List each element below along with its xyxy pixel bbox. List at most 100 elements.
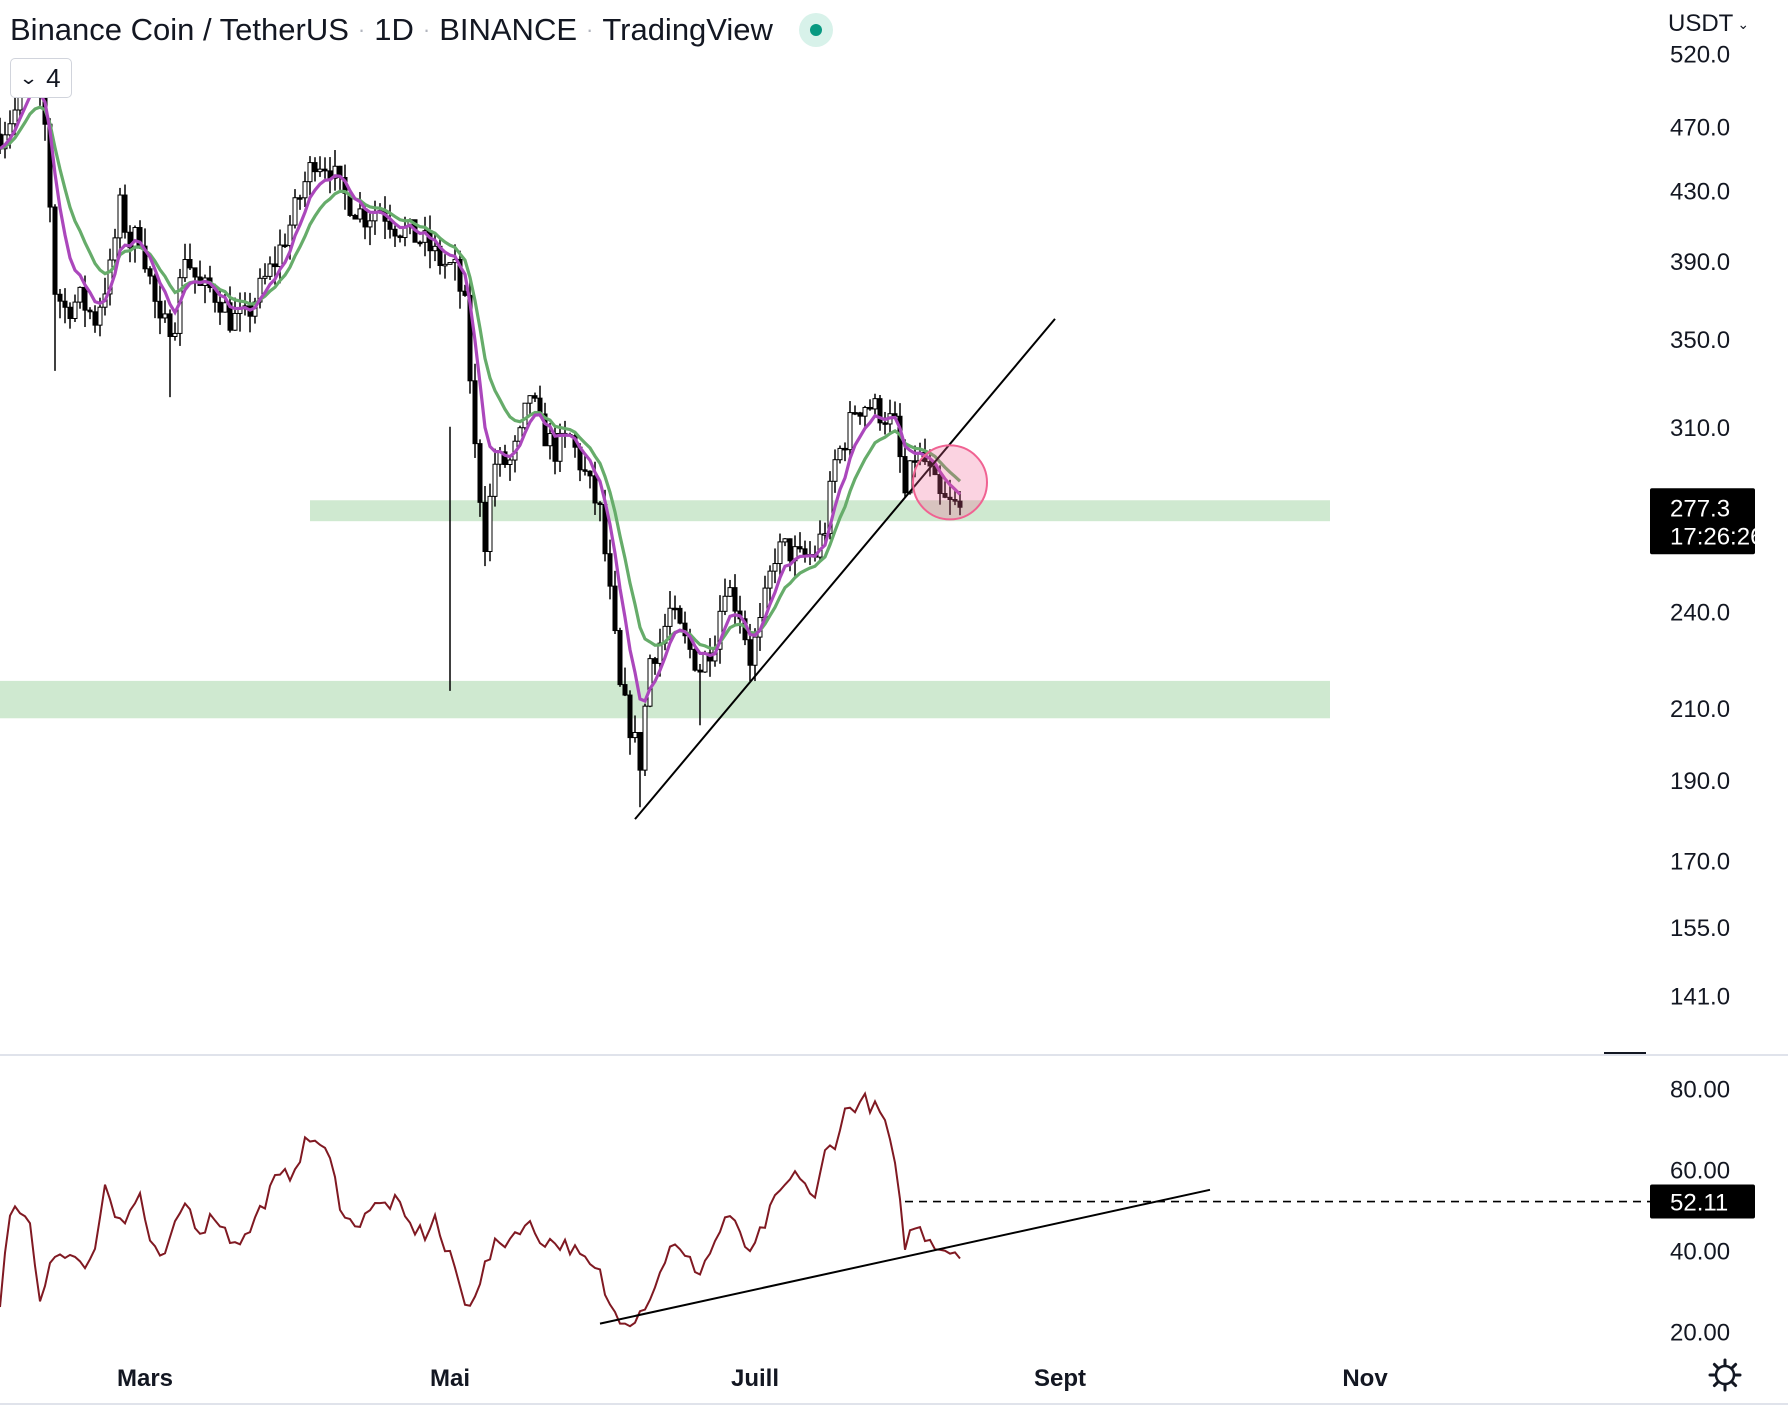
candle	[2, 121, 8, 159]
candle-body	[457, 258, 463, 292]
rsi-trendline	[599, 1188, 1211, 1325]
candle-body	[502, 451, 508, 466]
candle-body	[607, 553, 613, 587]
candle-body	[302, 181, 308, 199]
ema-fast-line	[0, 90, 962, 704]
candle-body	[877, 398, 883, 424]
candle-body	[647, 658, 653, 707]
candle	[707, 638, 713, 677]
candle	[557, 423, 563, 472]
candle-body	[652, 658, 658, 664]
candle	[667, 591, 673, 641]
currency-label: USDT	[1668, 10, 1734, 37]
indicators-toggle-button[interactable]: ⌄ 4	[10, 58, 72, 98]
candle-body	[432, 245, 438, 252]
candle	[172, 322, 178, 341]
candle-body	[77, 286, 83, 303]
gear-icon[interactable]	[1708, 1358, 1742, 1392]
candle-body	[82, 286, 88, 311]
candle	[147, 266, 153, 285]
candle-body	[627, 694, 633, 739]
candle	[817, 520, 823, 563]
candle	[352, 213, 358, 220]
header-separator: ·	[422, 17, 431, 42]
candle-body	[72, 301, 78, 319]
candle-body	[357, 208, 363, 220]
candle-body	[622, 684, 628, 696]
candle-body	[122, 194, 128, 233]
candle	[807, 541, 813, 566]
candle	[952, 489, 958, 506]
candle-body	[172, 332, 178, 337]
price-tick-label: 155.0	[1670, 915, 1730, 942]
candle	[902, 439, 908, 499]
candle-body	[832, 459, 838, 482]
candle-body	[232, 312, 238, 331]
candle	[387, 204, 393, 239]
exchange-label: BINANCE	[439, 12, 578, 47]
symbol-name[interactable]: Binance Coin / TetherUS	[10, 12, 349, 47]
candle	[587, 470, 593, 489]
candle	[187, 243, 193, 270]
candle-body	[862, 406, 868, 417]
price-tick-label: 470.0	[1670, 114, 1730, 141]
market-status-icon[interactable]	[798, 13, 833, 47]
price-axis[interactable]: 520.0 470.0 430.0 390.0 350.0 310.0 240.0 210.0…	[1650, 41, 1763, 1010]
candle	[372, 200, 378, 235]
candle	[162, 300, 168, 323]
candle	[417, 240, 423, 247]
candle-body	[112, 237, 118, 261]
candle-body	[957, 500, 963, 508]
candle	[847, 401, 853, 457]
candle	[277, 229, 283, 284]
candle-body	[442, 263, 448, 267]
candle-body	[522, 402, 528, 429]
interval-label[interactable]: 1D	[374, 12, 414, 47]
candle	[782, 538, 788, 547]
chart-header: Binance Coin / TetherUS · 1D · BINANCE ·…	[10, 8, 833, 52]
chevron-down-icon: ⌄	[1737, 15, 1750, 32]
candle	[597, 501, 603, 522]
candle	[647, 654, 653, 708]
candle	[62, 288, 68, 324]
candle	[307, 156, 313, 196]
candle-body	[57, 293, 63, 302]
rsi-tick-label: 60.00	[1670, 1158, 1730, 1185]
price-tick-label: 190.0	[1670, 768, 1730, 795]
candle-body	[907, 460, 913, 494]
candle	[152, 273, 158, 319]
candle	[622, 667, 628, 697]
candle-body	[132, 227, 138, 249]
rsi-axis[interactable]: 80.00 60.00 40.00 20.00 52.11	[1650, 1076, 1755, 1347]
candle	[882, 411, 888, 435]
price-tick-label: 520.0	[1670, 41, 1730, 68]
candle	[777, 533, 783, 579]
candle-body	[827, 480, 833, 535]
candle	[117, 187, 123, 251]
candle-body	[542, 413, 548, 447]
candle-body	[847, 412, 853, 451]
candle-body	[167, 313, 173, 337]
rsi-pane[interactable]	[0, 1091, 1650, 1328]
candle	[637, 731, 643, 808]
candle	[672, 595, 678, 620]
candle-body	[947, 496, 953, 501]
candle-body	[597, 502, 603, 506]
candle-body	[507, 459, 513, 466]
candle-body	[477, 443, 483, 503]
header-separator: ·	[586, 17, 594, 42]
source-label: TradingView	[602, 12, 773, 47]
candle-body	[482, 501, 488, 553]
candle	[617, 627, 623, 687]
price-trendline	[634, 318, 1056, 820]
price-pane[interactable]	[0, 60, 1788, 1056]
indicator-count: 4	[46, 62, 61, 93]
candle-body	[937, 474, 943, 495]
candle	[427, 215, 433, 269]
candle	[607, 539, 613, 600]
candle-body	[107, 259, 113, 295]
currency-selector[interactable]: USDT ⌄	[1668, 10, 1749, 38]
candle	[167, 309, 173, 398]
candle-body	[287, 224, 293, 247]
